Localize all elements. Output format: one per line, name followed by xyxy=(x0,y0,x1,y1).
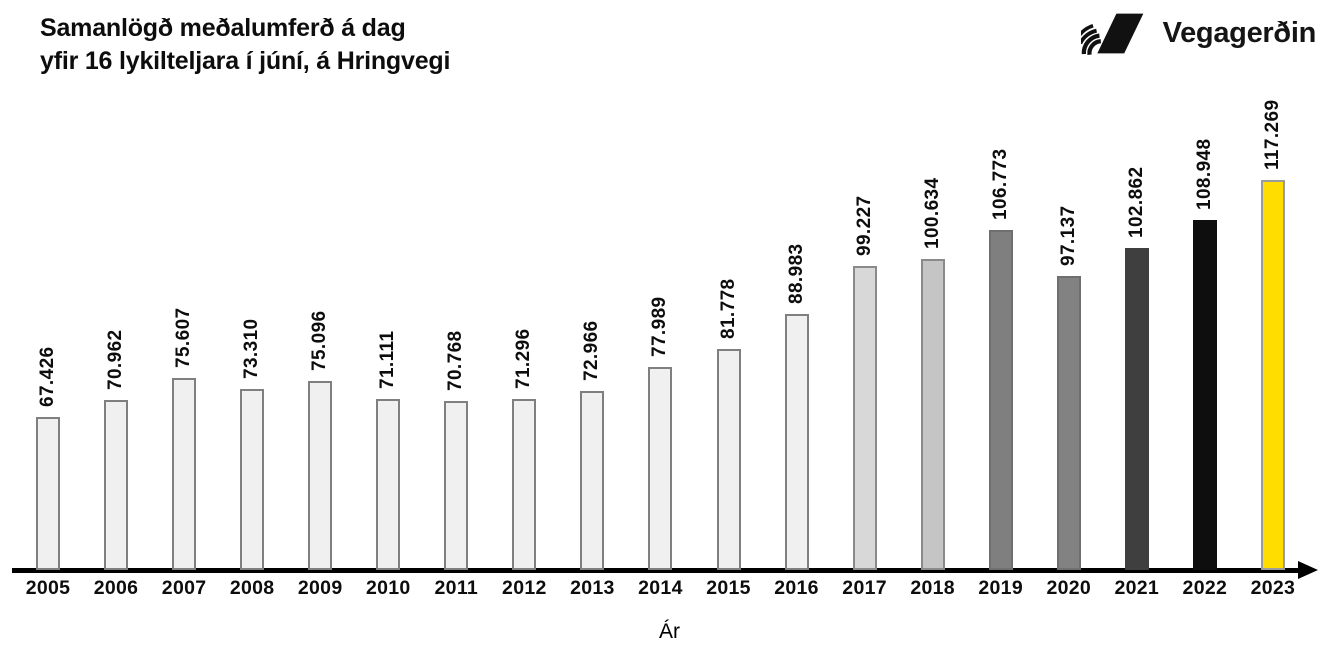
bar-2023 xyxy=(1260,180,1285,570)
bar-2011 xyxy=(444,401,469,570)
bar-value-label: 67.426 xyxy=(37,346,58,407)
bar-value-label: 77.989 xyxy=(649,296,671,357)
vegagerdin-mark-icon xyxy=(1080,13,1143,56)
chart-title-line-2: yfir 16 lykilteljara í júní, á Hringvegi xyxy=(40,47,451,75)
bar-value-label: 102.862 xyxy=(1125,166,1147,238)
bar-2018 xyxy=(920,259,945,570)
vegagerdin-logo: Vegagerðin xyxy=(1080,10,1317,57)
bar-value-label: 75.607 xyxy=(173,307,195,368)
bar-2020 xyxy=(1056,276,1081,570)
bar-value-label: 71.296 xyxy=(513,328,535,389)
bar-2015 xyxy=(716,349,741,570)
bar-2005 xyxy=(36,417,60,570)
bar-value-label: 117.269 xyxy=(1261,99,1283,170)
bar-value-label: 73.310 xyxy=(241,318,263,379)
bar-value-label: 97.137 xyxy=(1057,205,1079,266)
x-tick-label: 2023 xyxy=(1250,577,1296,599)
x-tick-label: 2011 xyxy=(434,577,479,599)
bar-value-label: 106.773 xyxy=(989,148,1011,220)
x-tick-label: 2018 xyxy=(910,577,955,599)
bar-value-label: 70.962 xyxy=(105,329,127,390)
x-tick-label: 2008 xyxy=(229,577,275,599)
bar-value-label: 71.111 xyxy=(377,330,399,389)
x-tick-label: 2010 xyxy=(365,577,411,599)
bar-2006 xyxy=(104,400,129,570)
bar-2010 xyxy=(376,399,401,570)
bar-value-label: 88.983 xyxy=(785,243,807,304)
x-axis-arrow-icon xyxy=(1298,561,1318,579)
x-tick-label: 2012 xyxy=(502,577,547,599)
bar-2019 xyxy=(988,230,1013,570)
bar-2016 xyxy=(784,314,809,570)
x-tick-label: 2007 xyxy=(161,577,207,599)
bar-2007 xyxy=(172,378,197,570)
x-tick-label: 2021 xyxy=(1114,577,1160,599)
chart-title: Samanlögð meðalumferð á dag yfir 16 lyki… xyxy=(40,12,450,78)
x-tick-label: 2006 xyxy=(93,577,139,599)
bar-2013 xyxy=(580,391,605,570)
logo-text: Vegagerðin xyxy=(1162,17,1317,49)
x-tick-label: 2009 xyxy=(297,577,343,599)
bar-value-label: 99.227 xyxy=(853,195,875,256)
bar-2021 xyxy=(1124,248,1149,570)
bar-2012 xyxy=(512,399,537,570)
x-tick-label: 2022 xyxy=(1182,577,1228,599)
x-tick-label: 2016 xyxy=(774,577,819,599)
bar-value-label: 100.634 xyxy=(921,177,943,249)
x-tick-label: 2020 xyxy=(1046,577,1092,599)
x-tick-label: 2014 xyxy=(638,577,683,599)
bar-2017 xyxy=(852,266,877,570)
x-tick-label: 2015 xyxy=(706,577,751,599)
bar-value-label: 70.768 xyxy=(445,330,467,391)
bar-value-label: 75.096 xyxy=(309,310,331,371)
x-tick-label: 2017 xyxy=(842,577,887,599)
x-tick-label: 2019 xyxy=(978,577,1023,599)
bar-2009 xyxy=(308,381,333,570)
x-axis-line xyxy=(12,568,1302,573)
bar-2014 xyxy=(648,367,673,570)
chart-title-line-1: Samanlögð meðalumferð á dag xyxy=(40,14,406,42)
x-axis-title: Ár xyxy=(659,620,680,643)
bar-value-label: 72.966 xyxy=(581,320,603,381)
x-tick-label: 2005 xyxy=(25,577,71,599)
bar-value-label: 108.948 xyxy=(1193,138,1215,210)
bar-2008 xyxy=(240,389,265,570)
bar-value-label: 81.778 xyxy=(717,278,739,339)
x-tick-label: 2013 xyxy=(570,577,615,599)
bar-2022 xyxy=(1192,220,1217,570)
